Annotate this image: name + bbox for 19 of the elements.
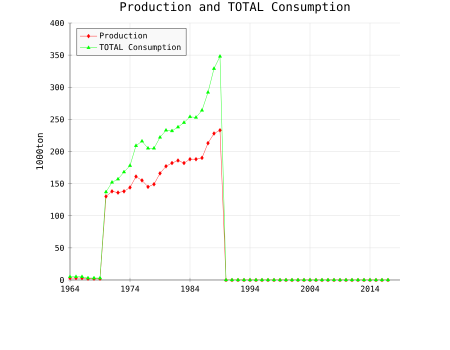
legend-label: TOTAL Consumption [99, 44, 180, 52]
y-tick-label: 100 [50, 212, 64, 219]
x-tick-label: 1994 [241, 286, 260, 292]
y-tick-label: 50 [55, 244, 64, 251]
chart-title: Production and TOTAL Consumption [120, 2, 350, 14]
y-tick-label: 150 [50, 180, 64, 187]
legend-label: Production [100, 32, 147, 39]
y-tick-label: 250 [50, 116, 64, 122]
y-tick-label: 300 [50, 84, 64, 90]
y-tick-label: 400 [50, 20, 64, 26]
x-tick-label: 2004 [300, 286, 320, 292]
y-tick-label: 0 [60, 276, 64, 284]
x-tick-label: 1984 [181, 286, 200, 292]
x-tick-label: 1964 [61, 286, 80, 292]
y-tick-label: 200 [50, 148, 64, 155]
y-axis-title: 1000ton [36, 133, 44, 170]
y-tick-label: 350 [50, 52, 64, 58]
x-tick-label: 1974 [121, 286, 140, 292]
x-tick-label: 2014 [360, 286, 380, 292]
